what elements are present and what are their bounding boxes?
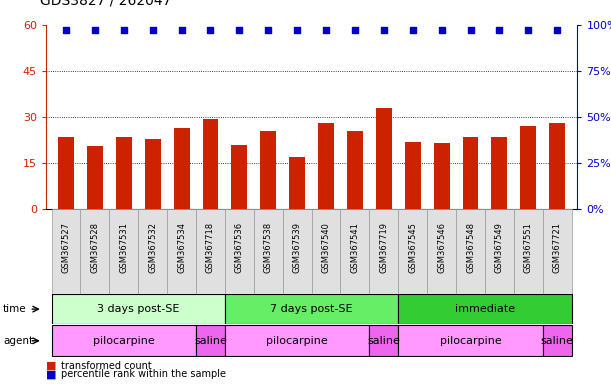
Text: GSM367551: GSM367551 — [524, 222, 533, 273]
Bar — [58, 137, 74, 209]
Bar — [549, 123, 565, 209]
Text: GSM367536: GSM367536 — [235, 222, 244, 273]
Bar — [491, 137, 507, 209]
Text: percentile rank within the sample: percentile rank within the sample — [61, 369, 226, 379]
Point — [524, 26, 533, 33]
Bar — [51, 325, 196, 356]
Text: GDS3827 / 262047: GDS3827 / 262047 — [40, 0, 171, 8]
Point — [379, 26, 389, 33]
Point — [292, 26, 302, 33]
Text: GSM367540: GSM367540 — [321, 222, 331, 273]
Point — [206, 26, 216, 33]
Text: agent: agent — [3, 336, 33, 346]
Bar — [81, 209, 109, 294]
Text: GSM367548: GSM367548 — [466, 222, 475, 273]
Point — [61, 26, 71, 33]
Text: GSM367539: GSM367539 — [293, 222, 302, 273]
Text: 7 days post-SE: 7 days post-SE — [270, 304, 353, 314]
Bar — [347, 131, 363, 209]
Bar — [404, 142, 420, 209]
Bar — [225, 209, 254, 294]
Bar — [463, 137, 478, 209]
Bar — [196, 325, 225, 356]
Text: saline: saline — [541, 336, 574, 346]
Bar — [398, 295, 572, 324]
Text: transformed count: transformed count — [61, 361, 152, 371]
Bar — [138, 209, 167, 294]
Bar — [318, 123, 334, 209]
Text: pilocarpine: pilocarpine — [266, 336, 328, 346]
Bar — [225, 295, 398, 324]
Text: pilocarpine: pilocarpine — [440, 336, 502, 346]
Bar — [312, 209, 340, 294]
Text: immediate: immediate — [455, 304, 515, 314]
Point — [437, 26, 447, 33]
Bar — [456, 209, 485, 294]
Text: pilocarpine: pilocarpine — [93, 336, 155, 346]
Bar — [87, 146, 103, 209]
Bar — [225, 325, 370, 356]
Bar — [289, 157, 305, 209]
Bar — [543, 325, 572, 356]
Text: GSM367528: GSM367528 — [90, 222, 100, 273]
Text: time: time — [3, 304, 27, 314]
Bar — [109, 209, 138, 294]
Text: GSM367719: GSM367719 — [379, 222, 389, 273]
Bar — [51, 295, 225, 324]
Point — [350, 26, 360, 33]
Point — [148, 26, 158, 33]
Bar — [398, 325, 543, 356]
Text: saline: saline — [194, 336, 227, 346]
Point — [119, 26, 129, 33]
Text: GSM367549: GSM367549 — [495, 222, 504, 273]
Text: saline: saline — [367, 336, 400, 346]
Text: GSM367534: GSM367534 — [177, 222, 186, 273]
Bar — [376, 108, 392, 209]
Bar — [51, 209, 81, 294]
Point — [494, 26, 504, 33]
Bar — [116, 137, 132, 209]
Text: ■: ■ — [46, 361, 56, 371]
Text: GSM367541: GSM367541 — [351, 222, 359, 273]
Point — [408, 26, 417, 33]
Bar — [514, 209, 543, 294]
Text: GSM367531: GSM367531 — [119, 222, 128, 273]
Text: GSM367545: GSM367545 — [408, 222, 417, 273]
Bar — [283, 209, 312, 294]
Point — [466, 26, 475, 33]
Bar — [340, 209, 370, 294]
Bar — [174, 128, 189, 209]
Bar — [521, 126, 536, 209]
Bar — [370, 325, 398, 356]
Text: GSM367532: GSM367532 — [148, 222, 157, 273]
Point — [90, 26, 100, 33]
Bar — [427, 209, 456, 294]
Bar — [485, 209, 514, 294]
Bar — [203, 119, 219, 209]
Bar — [196, 209, 225, 294]
Bar — [398, 209, 427, 294]
Bar — [370, 209, 398, 294]
Text: GSM367527: GSM367527 — [62, 222, 70, 273]
Text: ■: ■ — [46, 369, 56, 379]
Bar — [254, 209, 283, 294]
Point — [177, 26, 186, 33]
Text: GSM367538: GSM367538 — [264, 222, 273, 273]
Bar — [260, 131, 276, 209]
Bar — [543, 209, 572, 294]
Text: GSM367718: GSM367718 — [206, 222, 215, 273]
Point — [321, 26, 331, 33]
Text: GSM367546: GSM367546 — [437, 222, 446, 273]
Point — [235, 26, 244, 33]
Bar — [167, 209, 196, 294]
Point — [263, 26, 273, 33]
Point — [552, 26, 562, 33]
Bar — [434, 143, 450, 209]
Text: GSM367721: GSM367721 — [553, 222, 562, 273]
Bar — [232, 145, 247, 209]
Bar — [145, 139, 161, 209]
Text: 3 days post-SE: 3 days post-SE — [97, 304, 180, 314]
